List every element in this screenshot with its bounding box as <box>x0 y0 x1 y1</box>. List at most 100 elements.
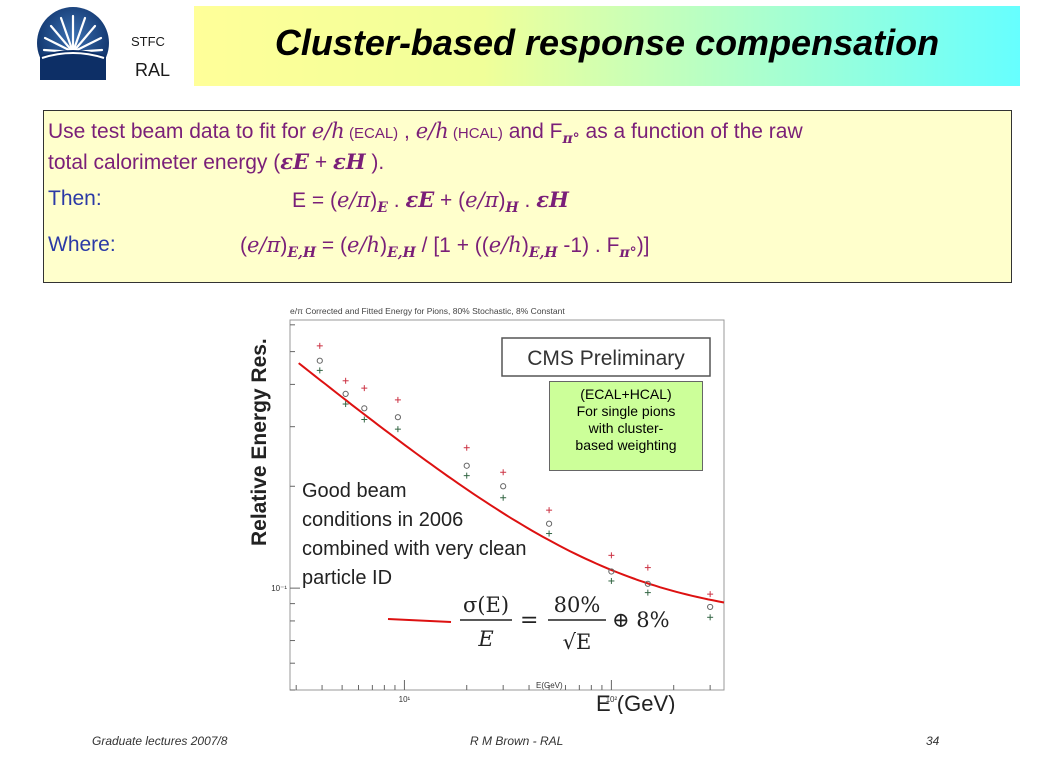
where-equation: (e/π)E,H = (e/h)E,H / [1 + ((e/h)E,H -1)… <box>240 233 650 262</box>
text-pi0: π° <box>619 245 637 262</box>
annotation-line-1: Good beam <box>302 480 407 502</box>
data-point-circle <box>342 390 349 397</box>
data-point-plus <box>707 591 714 598</box>
callout-line-4: based weighting <box>575 437 677 453</box>
then-equation: E = (e/π)E . εE + (e/π)H . εH <box>292 187 569 217</box>
text-ecal: (ECAL) <box>344 125 399 142</box>
footer-course: Graduate lectures 2007/8 <box>92 734 228 748</box>
data-point-plus <box>644 589 651 596</box>
data-point-plus <box>500 494 507 501</box>
chart-title: e/π Corrected and Fitted Energy for Pion… <box>290 306 565 316</box>
formula-equals: = <box>520 608 538 633</box>
data-points <box>316 342 714 621</box>
text-eh: e/h <box>311 119 345 143</box>
formula-constant: ⊕ 8% <box>612 608 670 632</box>
footer-author: R M Brown - RAL <box>470 734 564 748</box>
text-fragment: total calorimeter energy ( <box>48 151 281 174</box>
data-point-circle <box>463 462 470 469</box>
data-point-plus <box>707 614 714 621</box>
text-fragment: ( <box>240 234 247 257</box>
footer-page-number: 34 <box>926 734 940 748</box>
org-label-stfc: STFC <box>131 34 165 49</box>
cms-preliminary-badge: CMS Preliminary <box>527 347 685 370</box>
text-eps-h: εH <box>536 187 569 212</box>
formula-lhs-num: σ(E) <box>463 593 509 617</box>
x-tick-label: 10² <box>606 695 618 704</box>
text-line-1: Use test beam data to fit for e/h (ECAL)… <box>48 119 803 147</box>
data-point-circle <box>500 483 507 490</box>
text-sub: E,H <box>387 245 416 262</box>
text-hcal: (HCAL) <box>448 125 503 142</box>
data-point-circle <box>316 357 323 364</box>
data-point-plus <box>463 472 470 479</box>
text-pi0: π° <box>562 131 580 148</box>
data-point-plus <box>608 552 615 559</box>
text-e-pi: e/π <box>336 188 371 212</box>
data-point-plus <box>644 564 651 571</box>
x-tick-label: 10¹ <box>399 695 411 704</box>
callout-line-2: For single pions <box>576 403 676 419</box>
text-fragment: = ( <box>316 234 348 257</box>
slide-title: Cluster-based response compensation <box>274 22 940 63</box>
text-e-pi: e/π <box>247 233 281 257</box>
then-label: Then: <box>48 187 102 210</box>
fit-curve-path <box>298 362 725 604</box>
text-eh: e/h <box>415 119 449 143</box>
callout-line-3: with cluster- <box>588 420 664 436</box>
text-eps-e: εE <box>405 187 435 212</box>
annotation-line-3: combined with very clean <box>302 538 527 560</box>
text-fragment: + <box>309 151 333 174</box>
cms-badge-frame <box>501 337 711 377</box>
equation-box: Use test beam data to fit for e/h (ECAL)… <box>43 110 1012 283</box>
data-point-circle <box>545 520 553 527</box>
text-sub: E <box>377 200 388 217</box>
data-point-plus <box>361 416 368 423</box>
title-bar: Cluster-based response compensation <box>194 6 1020 86</box>
data-point-plus <box>394 426 401 433</box>
axis-ticks: 10¹ 10² 10⁻¹ <box>271 324 711 704</box>
text-sub: H <box>505 200 519 217</box>
callout-line-1: (ECAL+HCAL) <box>580 386 672 402</box>
text-fragment: ). <box>365 151 385 174</box>
text-fragment: Use test beam data to fit for <box>48 120 312 143</box>
stfc-logo <box>37 7 109 80</box>
text-fragment: + ( <box>434 189 466 212</box>
data-point-circle <box>707 603 714 611</box>
method-callout: (ECAL+HCAL) For single pions with cluste… <box>549 381 703 471</box>
fit-curve <box>298 362 725 604</box>
y-axis-label: Relative Energy Res. <box>248 338 271 546</box>
data-point-circle <box>361 405 368 412</box>
text-fragment: as a function of the raw <box>579 120 803 143</box>
formula-lhs-den: E <box>477 627 493 651</box>
where-label: Where: <box>48 233 116 256</box>
resolution-plot: e/π Corrected and Fitted Energy for Pion… <box>248 306 725 714</box>
data-point-circle <box>644 580 651 587</box>
y-tick-label: 10⁻¹ <box>271 584 287 593</box>
data-point-plus <box>500 469 507 476</box>
text-sub: E,H <box>287 245 317 262</box>
text-eps-h: εH <box>332 149 366 174</box>
text-eh: e/h <box>488 233 522 257</box>
text-fragment: / [1 + (( <box>415 234 489 257</box>
text-fragment: , <box>398 120 416 143</box>
text-fragment: -1) . F <box>557 234 620 257</box>
data-point-plus <box>342 377 349 384</box>
text-fragment: . <box>387 189 406 212</box>
data-point-plus <box>546 530 553 537</box>
data-point-plus <box>463 444 470 451</box>
text-sub: E,H <box>528 245 558 262</box>
org-label-ral: RAL <box>135 60 171 80</box>
text-fragment: )] <box>636 234 650 257</box>
text-eh: e/h <box>347 233 381 257</box>
formula-rhs-num: 80% <box>554 593 601 617</box>
data-point-plus <box>546 507 553 514</box>
text-e-pi: e/π <box>465 188 499 212</box>
annotation-line-4: particle ID <box>302 567 392 589</box>
x-axis-label: E (GeV) <box>596 691 675 714</box>
annotation-line-2: conditions in 2006 <box>302 509 463 531</box>
data-point-plus <box>608 577 615 584</box>
text-line-2: total calorimeter energy (εE + εH ). <box>48 149 384 175</box>
data-point-plus <box>342 401 349 408</box>
text-fragment: and F <box>502 120 563 143</box>
data-point-circle <box>394 414 401 421</box>
